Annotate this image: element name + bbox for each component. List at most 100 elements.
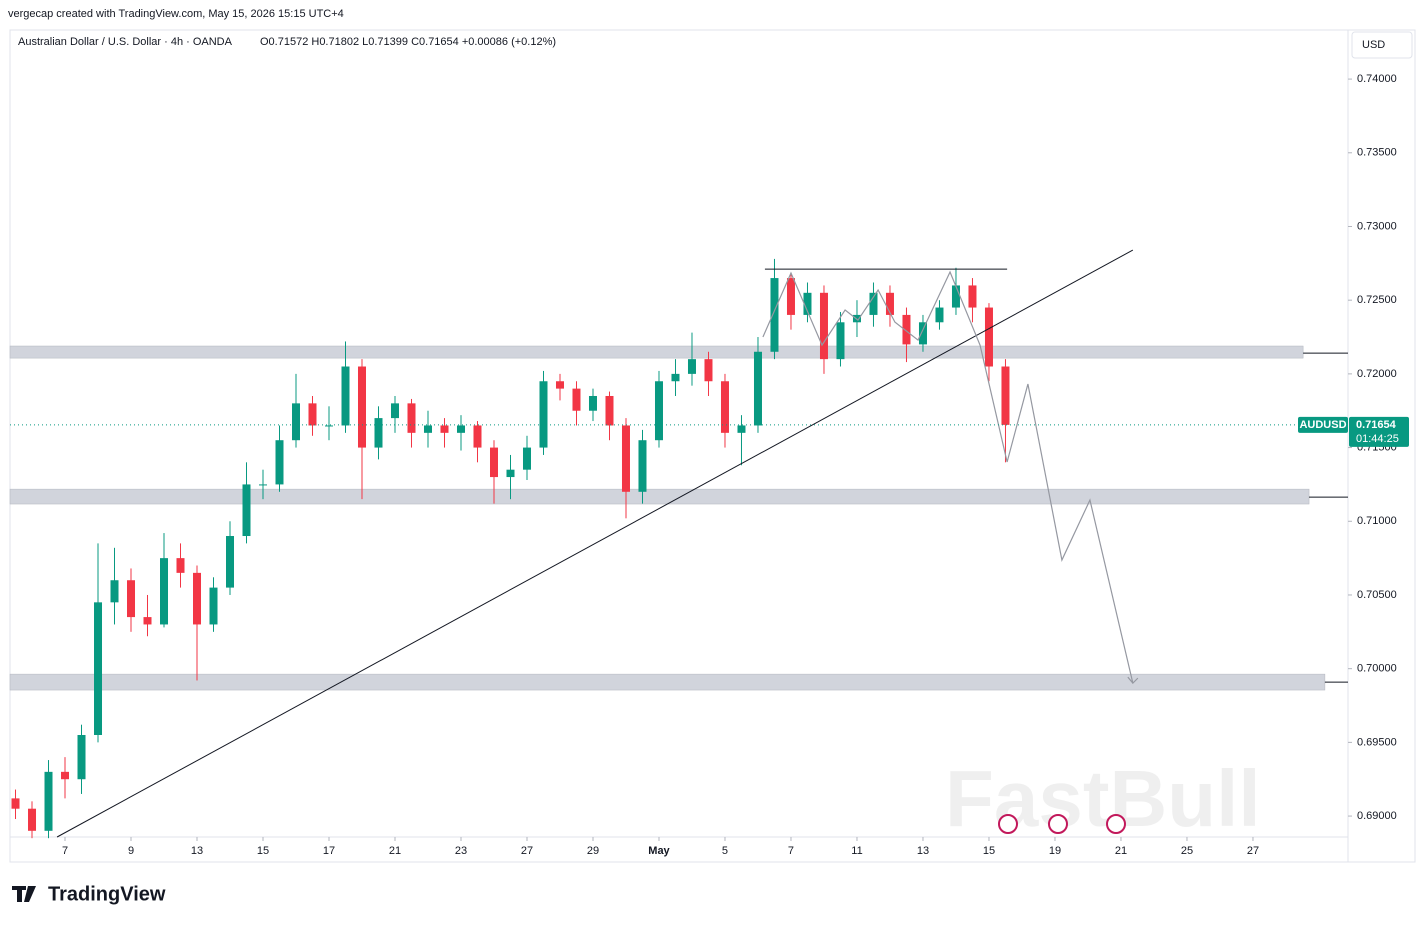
- candle-body: [374, 418, 383, 448]
- candle-body: [473, 425, 482, 448]
- candle-body: [440, 425, 449, 433]
- x-tick-label: 29: [587, 845, 599, 857]
- candle-body: [951, 285, 960, 308]
- candle-body: [638, 440, 647, 492]
- candle-body: [522, 447, 531, 470]
- candle-body: [720, 381, 729, 433]
- candle-body: [209, 587, 218, 625]
- trendline: [56, 249, 1134, 838]
- x-tick-label: 17: [323, 845, 335, 857]
- projection-path: [762, 270, 1134, 684]
- candle-body: [819, 292, 828, 360]
- x-tick-label: 21: [1115, 845, 1127, 857]
- candle-body: [885, 292, 894, 315]
- candle-body: [737, 425, 746, 433]
- candle-body: [94, 602, 103, 736]
- candle-body: [324, 425, 333, 427]
- candle-body: [918, 322, 927, 345]
- candle-body: [275, 440, 284, 485]
- candle-body: [1001, 366, 1010, 425]
- x-tick-label: 21: [389, 845, 401, 857]
- candle-body: [984, 307, 993, 367]
- event-icon: [998, 814, 1018, 834]
- candle-body: [127, 580, 136, 618]
- candle-body: [390, 403, 399, 419]
- candle-body: [786, 278, 795, 315]
- currency: USD: [1362, 39, 1385, 51]
- symbol-tag: [1298, 416, 1348, 433]
- x-tick-label: 11: [851, 845, 862, 857]
- zone: [9, 345, 1304, 359]
- candle-body: [259, 484, 268, 486]
- y-tick-label: 0.73500: [1357, 147, 1397, 159]
- y-tick-label: 0.72500: [1357, 294, 1397, 306]
- x-tick-label: 7: [62, 845, 68, 857]
- candle-body: [687, 359, 696, 374]
- candle-body: [308, 403, 317, 426]
- zone: [9, 673, 1326, 691]
- candle-body: [935, 307, 944, 323]
- candle-body: [28, 808, 37, 831]
- y-tick-label: 0.72000: [1357, 368, 1397, 380]
- x-tick-label: 5: [722, 845, 728, 857]
- x-tick-label: 7: [788, 845, 794, 857]
- candle-body: [803, 292, 812, 315]
- event-icon: [1048, 814, 1068, 834]
- symbol-label: AUDUSD: [1299, 419, 1346, 431]
- candle-body: [242, 484, 251, 537]
- candle-body: [341, 366, 350, 426]
- y-tick-label: 0.73000: [1357, 220, 1397, 232]
- candle-body: [357, 366, 366, 448]
- candle-body: [753, 351, 762, 426]
- candle-body: [770, 278, 779, 352]
- candle-body: [836, 322, 845, 360]
- event-icon: [1106, 814, 1126, 834]
- x-tick-label: 13: [191, 845, 203, 857]
- candle-body: [704, 359, 713, 382]
- candle-body: [489, 447, 498, 478]
- x-tick-label: 13: [917, 845, 929, 857]
- ohlc-legend: O0.71572 H0.71802 L0.71399 C0.71654 +0.0…: [260, 36, 556, 48]
- candle-body: [44, 771, 53, 831]
- countdown: 01:44:25: [1356, 433, 1399, 445]
- x-tick-label: May: [648, 845, 670, 857]
- candle-body: [160, 558, 169, 625]
- watermark: FastBull: [945, 754, 1261, 843]
- candle-body: [292, 403, 301, 441]
- candle-body: [588, 395, 597, 411]
- candle-body: [423, 425, 432, 433]
- candle-body: [654, 381, 663, 441]
- candle-body: [671, 373, 680, 382]
- candle-body: [968, 285, 977, 308]
- frame: [9, 29, 1416, 863]
- x-tick-label: 15: [983, 845, 995, 857]
- x-tick-label: 9: [128, 845, 134, 857]
- x-tick-label: 19: [1049, 845, 1061, 857]
- candle-body: [456, 425, 465, 433]
- credit: vergecap created with TradingView.com, M…: [8, 8, 344, 20]
- candle-body: [605, 395, 614, 426]
- x-tick-label: 23: [455, 845, 467, 857]
- y-tick-label: 0.70000: [1357, 663, 1397, 675]
- candle-body: [555, 381, 564, 389]
- x-tick-label: 27: [1247, 845, 1259, 857]
- y-tick-label: 0.71000: [1357, 515, 1397, 527]
- price-tag: [1349, 416, 1409, 447]
- logo: TradingView: [48, 883, 166, 905]
- currency-box[interactable]: [1351, 31, 1413, 59]
- y-tick-label: 0.69000: [1357, 810, 1397, 822]
- candle-body: [143, 617, 152, 625]
- last-price-label: 0.71654: [1356, 419, 1397, 431]
- symbol-title: Australian Dollar / U.S. Dollar · 4h · O…: [18, 36, 233, 48]
- candle-body: [506, 469, 515, 478]
- logo-icon: [12, 886, 36, 902]
- candle-body: [407, 403, 416, 433]
- candle-body: [110, 580, 119, 603]
- candle-body: [902, 314, 911, 345]
- candle-body: [226, 536, 235, 588]
- x-tick-label: 27: [521, 845, 533, 857]
- x-tick-label: 25: [1181, 845, 1193, 857]
- candle-body: [61, 771, 70, 780]
- candle-body: [11, 798, 20, 809]
